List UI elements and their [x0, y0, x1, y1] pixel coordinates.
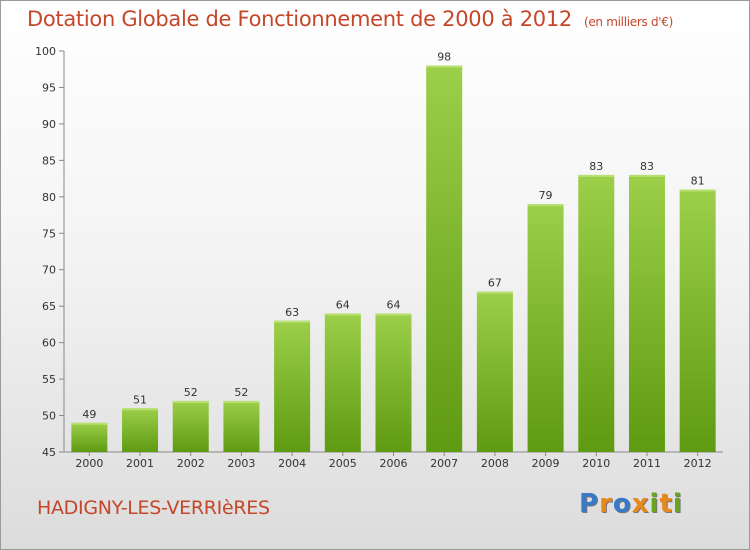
y-tick-label: 70 — [42, 264, 56, 277]
chart-title-text: Dotation Globale de Fonctionnement de 20… — [27, 7, 572, 31]
x-tick-label-2005: 2005 — [329, 457, 357, 470]
value-label-2010: 83 — [589, 160, 603, 173]
bar-top-highlight — [426, 65, 463, 68]
bar-top-highlight — [223, 400, 260, 403]
logo-letter: r — [599, 489, 613, 519]
x-tick-label-2000: 2000 — [75, 457, 103, 470]
y-tick-label: 95 — [42, 81, 56, 94]
logo-letter: i — [672, 489, 683, 519]
bar-top-highlight — [375, 313, 412, 316]
bar-2006 — [375, 313, 412, 452]
bar-top-highlight — [679, 189, 716, 192]
logo-letter: o — [612, 489, 632, 519]
x-tick-label-2001: 2001 — [126, 457, 154, 470]
bar-2004 — [274, 320, 311, 452]
x-tick-label-2012: 2012 — [684, 457, 712, 470]
y-tick-label: 55 — [42, 373, 56, 386]
value-label-2002: 52 — [184, 386, 198, 399]
bar-2008 — [476, 291, 513, 452]
bar-top-highlight — [71, 422, 108, 425]
value-label-2000: 49 — [82, 408, 96, 421]
chart-title: Dotation Globale de Fonctionnement de 20… — [27, 7, 673, 31]
bar-2002 — [172, 400, 209, 452]
y-tick-label: 100 — [35, 45, 56, 58]
chart-unit: (en milliers d'€) — [583, 15, 673, 29]
x-tick-label-2002: 2002 — [177, 457, 205, 470]
y-tick-label: 85 — [42, 154, 56, 167]
commune-name: HADIGNY-LES-VERRIèRES — [37, 497, 270, 519]
bar-2010 — [578, 174, 615, 453]
value-label-2001: 51 — [133, 393, 147, 406]
bar-2011 — [628, 174, 665, 453]
y-tick-label: 60 — [42, 337, 56, 350]
y-tick-label: 45 — [42, 446, 56, 459]
y-tick-label: 80 — [42, 191, 56, 204]
bar-2000 — [71, 422, 108, 452]
x-tick-label-2007: 2007 — [430, 457, 458, 470]
bar-2003 — [223, 400, 260, 452]
value-label-2004: 63 — [285, 306, 299, 319]
bar-top-highlight — [628, 174, 665, 177]
bar-2007 — [426, 65, 463, 452]
x-tick-label-2006: 2006 — [380, 457, 408, 470]
logo-letter: i — [649, 489, 660, 519]
logo-letter: x — [631, 489, 650, 519]
bar-top-highlight — [324, 313, 361, 316]
value-label-2005: 64 — [336, 298, 350, 311]
y-tick-label: 65 — [42, 300, 56, 313]
bar-top-highlight — [172, 400, 209, 403]
bar-2005 — [324, 313, 361, 452]
x-tick-label-2008: 2008 — [481, 457, 509, 470]
bar-2012 — [679, 189, 716, 452]
bar-top-highlight — [122, 408, 159, 411]
bar-2001 — [122, 408, 159, 452]
proxiti-logo: Proxiti — [579, 489, 683, 519]
x-tick-label-2010: 2010 — [582, 457, 610, 470]
y-tick-label: 75 — [42, 227, 56, 240]
bar-top-highlight — [527, 204, 564, 207]
bar-2009 — [527, 204, 564, 452]
value-label-2012: 81 — [691, 175, 705, 188]
bar-top-highlight — [578, 174, 615, 177]
x-tick-label-2011: 2011 — [633, 457, 661, 470]
x-tick-label-2003: 2003 — [227, 457, 255, 470]
bar-top-highlight — [274, 320, 311, 323]
y-tick-label: 50 — [42, 410, 56, 423]
value-label-2008: 67 — [488, 277, 502, 290]
value-label-2009: 79 — [539, 189, 553, 202]
value-label-2007: 98 — [437, 51, 451, 64]
x-tick-label-2009: 2009 — [532, 457, 560, 470]
value-label-2003: 52 — [234, 386, 248, 399]
y-tick-label: 90 — [42, 118, 56, 131]
logo-letter: t — [659, 489, 673, 519]
x-tick-label-2004: 2004 — [278, 457, 306, 470]
value-label-2006: 64 — [387, 298, 401, 311]
bar-top-highlight — [476, 291, 513, 294]
logo-letter: P — [579, 489, 600, 519]
value-label-2011: 83 — [640, 160, 654, 173]
